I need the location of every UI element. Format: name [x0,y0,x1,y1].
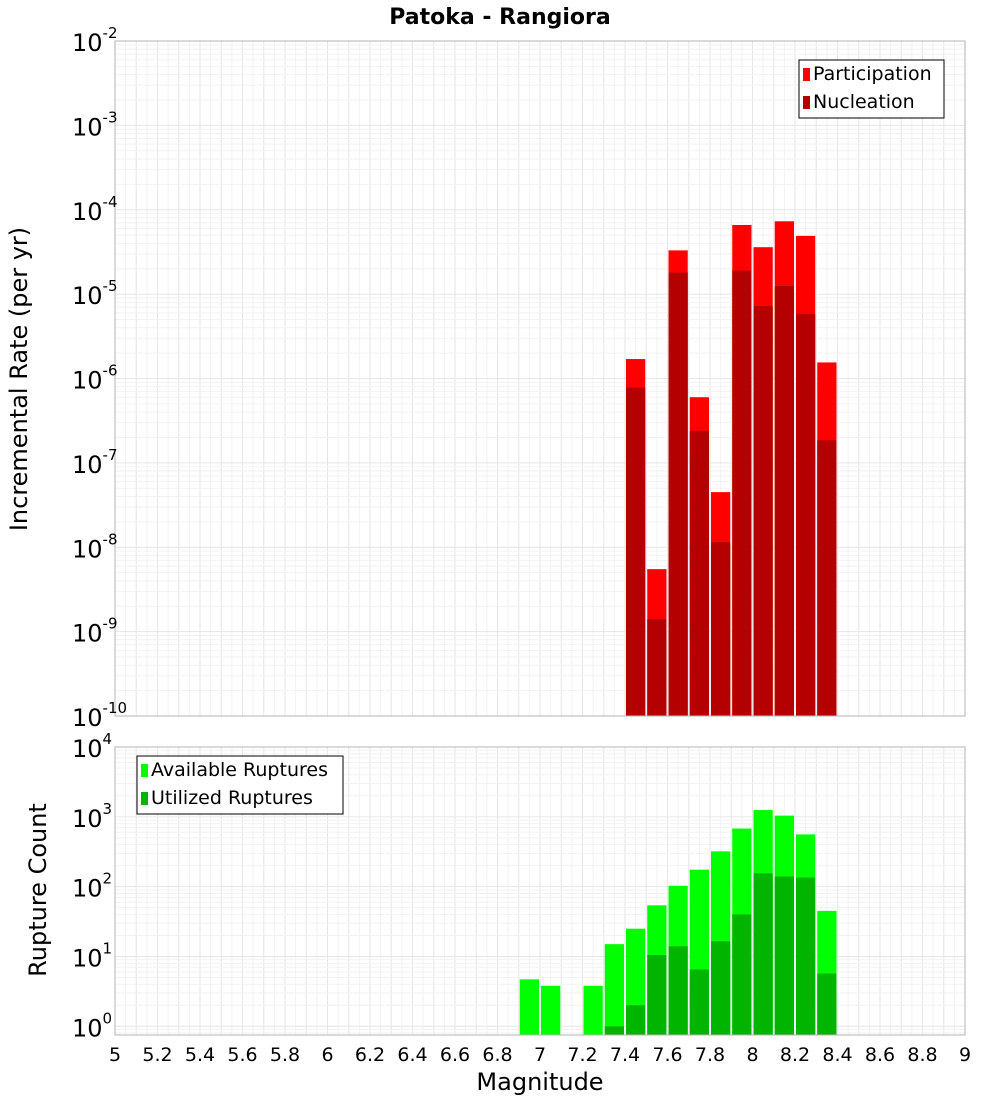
x-axis-label: Magnitude [476,1068,603,1096]
x-tick-label: 6.8 [482,1044,512,1066]
x-tick-label: 5.2 [142,1044,172,1066]
x-tick-label: 7.2 [567,1044,597,1066]
x-tick-label: 8.6 [865,1044,895,1066]
bar-overlay-utilized-ruptures [774,876,794,1035]
y-tick-label: 10-2 [72,24,118,57]
bar-overlay-utilized-ruptures [817,973,837,1035]
legend-swatch [141,792,148,805]
bottom-y-axis-label: Rupture Count [24,803,52,977]
bar-overlay-nucleation [796,314,816,716]
y-tick-label: 10-9 [72,615,118,648]
legend-label: Participation [813,63,932,85]
x-tick-label: 6.4 [397,1044,427,1066]
legend-box [798,59,945,119]
x-tick-label: 5.6 [227,1044,257,1066]
bar-overlay-utilized-ruptures [732,914,752,1035]
y-tick-label: 10-7 [72,446,118,479]
bar-overlay-nucleation [774,285,794,716]
x-tick-label: 5.8 [270,1044,300,1066]
bar-overlay-utilized-ruptures [626,1005,646,1035]
y-tick-label: 10-8 [72,530,118,563]
bar-overlay-nucleation [817,440,837,716]
legend-box [136,755,344,815]
y-tick-label: 10-5 [72,277,118,310]
x-tick-label: 8.2 [780,1044,810,1066]
y-tick-label: 10-10 [72,699,127,732]
plot-frame [114,746,966,1036]
bar-available-ruptures [583,985,603,1035]
x-tick-label: 6 [321,1044,333,1066]
y-tick-label: 101 [72,939,112,972]
x-tick-label: 5 [109,1044,121,1066]
legend-label: Available Ruptures [151,759,328,781]
x-tick-label: 7.6 [652,1044,682,1066]
bar-overlay-utilized-ruptures [711,941,731,1035]
y-tick-label: 10-6 [72,362,118,395]
bar-available-ruptures [541,985,561,1035]
bar-overlay-nucleation [647,619,667,716]
bar-available-ruptures [604,944,624,1035]
bar-overlay-utilized-ruptures [753,873,773,1035]
legend-swatch [803,68,810,81]
legend-swatch [141,764,148,777]
bar-overlay-nucleation [753,306,773,716]
bar-overlay-nucleation [626,387,646,716]
rate-plot: 10-10 10-9 10-8 10-7 10-6 10-5 10-4 10-3 10-2 Par… [72,24,966,732]
y-tick-label: 10-4 [72,193,118,226]
y-tick-label: 104 [72,730,112,763]
top-y-axis-label: Incremental Rate (per yr) [5,227,33,531]
x-tick-label: 8.8 [907,1044,937,1066]
x-tick-label: 9 [959,1044,971,1066]
x-tick-label: 6.2 [355,1044,385,1066]
bar-overlay-utilized-ruptures [689,969,709,1035]
x-tick-label: 7.4 [610,1044,640,1066]
x-tick-label: 7 [534,1044,546,1066]
plot-frame [114,40,966,717]
y-tick-label: 10-3 [72,108,118,141]
legend-swatch [803,96,810,109]
y-tick-label: 102 [72,870,112,903]
bar-overlay-nucleation [732,270,752,716]
legend-label: Utilized Ruptures [151,787,313,809]
x-tick-label: 5.4 [185,1044,215,1066]
bar-overlay-nucleation [689,430,709,716]
y-tick-label: 103 [72,800,112,833]
bar-available-ruptures [519,979,539,1035]
bar-overlay-utilized-ruptures [647,954,667,1035]
x-tick-label: 8.4 [822,1044,852,1066]
chart-title: Patoka - Rangiora [389,5,610,30]
bar-overlay-utilized-ruptures [668,946,688,1035]
bar-overlay-utilized-ruptures [604,1026,624,1035]
y-tick-label: 100 [72,1009,112,1042]
x-tick-label: 7.8 [695,1044,725,1066]
legend-label: Nucleation [813,91,915,113]
bar-overlay-utilized-ruptures [796,877,816,1035]
rupture-count-plot: 100 101 102 103 104 5 5.2 5.4 5.6 5.8 6 6.2 6.4 6.6 6.… [72,730,971,1066]
bar-overlay-nucleation [668,272,688,716]
x-tick-label: 8 [746,1044,758,1066]
bar-overlay-nucleation [711,542,731,716]
x-tick-label: 6.6 [440,1044,470,1066]
